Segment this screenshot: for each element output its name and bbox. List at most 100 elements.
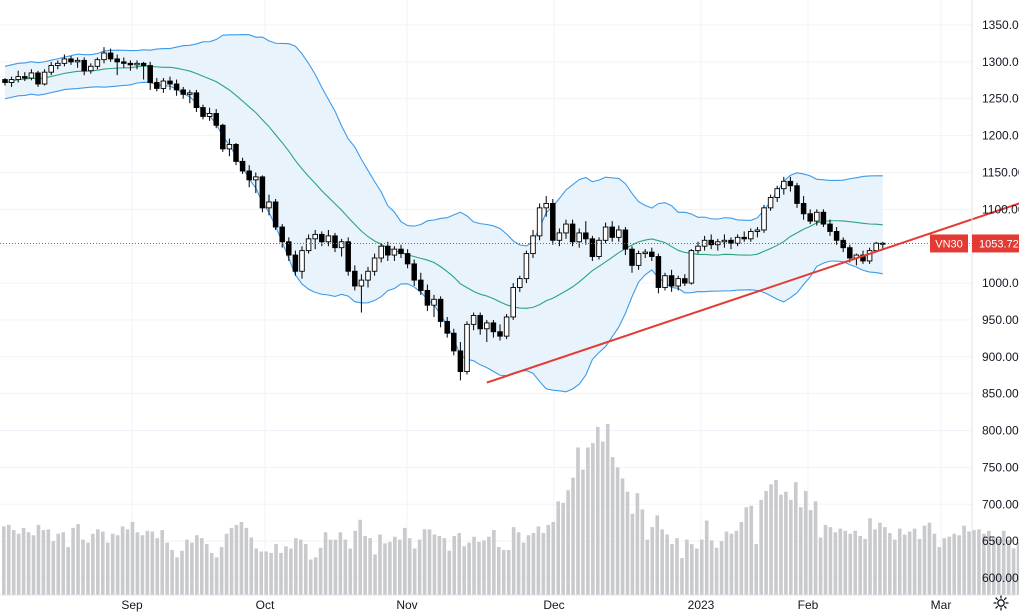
candle-body (556, 232, 563, 241)
candle (629, 246, 635, 273)
candle (55, 60, 61, 70)
volume-bar (244, 527, 249, 595)
volume-bar (229, 527, 234, 595)
volume-bar (917, 538, 922, 595)
candle (371, 253, 378, 276)
volume-bar (645, 539, 650, 595)
y-tick-label: 600.00 (982, 571, 1019, 585)
candle (41, 69, 48, 86)
price-axis[interactable]: 1350.00 1300.00 1250.00 1200.00 1150.00 1100.… (971, 0, 1019, 595)
candle-body (510, 287, 516, 318)
volume-bar (719, 541, 724, 595)
volume-bar (957, 535, 961, 595)
volume-bar (254, 548, 259, 595)
candle (682, 274, 688, 287)
candle (622, 227, 629, 256)
candle-body (299, 250, 305, 272)
candle-body (741, 236, 747, 240)
volume-bar (818, 537, 823, 595)
candle-body (609, 226, 615, 238)
candle-body (127, 62, 134, 66)
candle-body (358, 279, 365, 287)
candle-body (200, 107, 206, 117)
candle (338, 238, 345, 257)
candle-body (536, 207, 543, 237)
volume-bar (269, 552, 273, 595)
candle (140, 61, 147, 80)
candle (378, 243, 384, 263)
candle (767, 194, 774, 211)
candle (748, 228, 754, 242)
volume-bar (610, 457, 615, 595)
candle-body (114, 58, 120, 63)
symbol-tag-bg (930, 234, 968, 253)
candle (424, 284, 431, 312)
volume-bar (526, 535, 531, 595)
volume-bar (828, 527, 833, 595)
trendline[interactable] (486, 200, 1019, 384)
candle-body (2, 79, 8, 83)
volume-bar (36, 524, 41, 595)
candle-body (371, 257, 378, 272)
volume-bar (190, 542, 194, 595)
volume-bar (566, 490, 570, 595)
candle-body (134, 62, 140, 66)
candle (642, 249, 648, 258)
candle-body (338, 241, 345, 249)
volume-bar (685, 539, 689, 595)
volume-bar (56, 533, 61, 595)
volume-bar (412, 548, 417, 595)
candle (484, 319, 490, 343)
y-tick-label: 1100.00 (982, 202, 1019, 216)
volume-bar (26, 532, 31, 595)
volume-bar (591, 443, 595, 595)
candle (239, 157, 246, 174)
candle (88, 63, 94, 74)
volume-bar (294, 538, 298, 595)
candle (517, 275, 523, 292)
candle-body (55, 62, 61, 67)
candle-body (457, 350, 464, 372)
candle-body (774, 188, 780, 198)
candle (147, 61, 153, 90)
volume-bar (249, 537, 254, 595)
volume-bar (393, 536, 397, 595)
candle-body (734, 236, 741, 244)
candle (74, 57, 81, 68)
candle-body (569, 223, 576, 243)
volume-bar (165, 542, 169, 595)
candle (325, 229, 332, 247)
candle (589, 235, 596, 261)
candle (754, 227, 761, 238)
volume-bar (452, 535, 457, 595)
volume-bar (581, 469, 585, 595)
candle-body (239, 160, 246, 172)
candle-body (497, 331, 503, 337)
volume-bar (234, 524, 239, 595)
x-tick-label: Mar (931, 598, 952, 612)
candle (655, 253, 662, 294)
volume-bar (422, 529, 427, 595)
volume-bar (749, 505, 754, 595)
candle-body (642, 251, 648, 255)
candles (2, 47, 886, 381)
candle-body (583, 232, 589, 240)
volume-bar (987, 530, 991, 595)
settings-button[interactable] (990, 593, 1012, 613)
candle-body (781, 180, 787, 190)
candle-body (767, 197, 774, 209)
candle-body (378, 245, 384, 259)
time-axis[interactable]: Sep Oct Nov Dec 2023 Feb Mar (0, 594, 1019, 612)
candle (457, 342, 464, 381)
candle (107, 48, 114, 62)
candle (437, 296, 444, 328)
candle (259, 175, 266, 213)
candle (503, 314, 510, 340)
candle-body (206, 113, 213, 117)
volume-bar (551, 521, 556, 595)
volume-bar (660, 529, 664, 595)
candle (477, 312, 483, 335)
candle-body (543, 202, 549, 209)
candle-body (418, 279, 424, 291)
